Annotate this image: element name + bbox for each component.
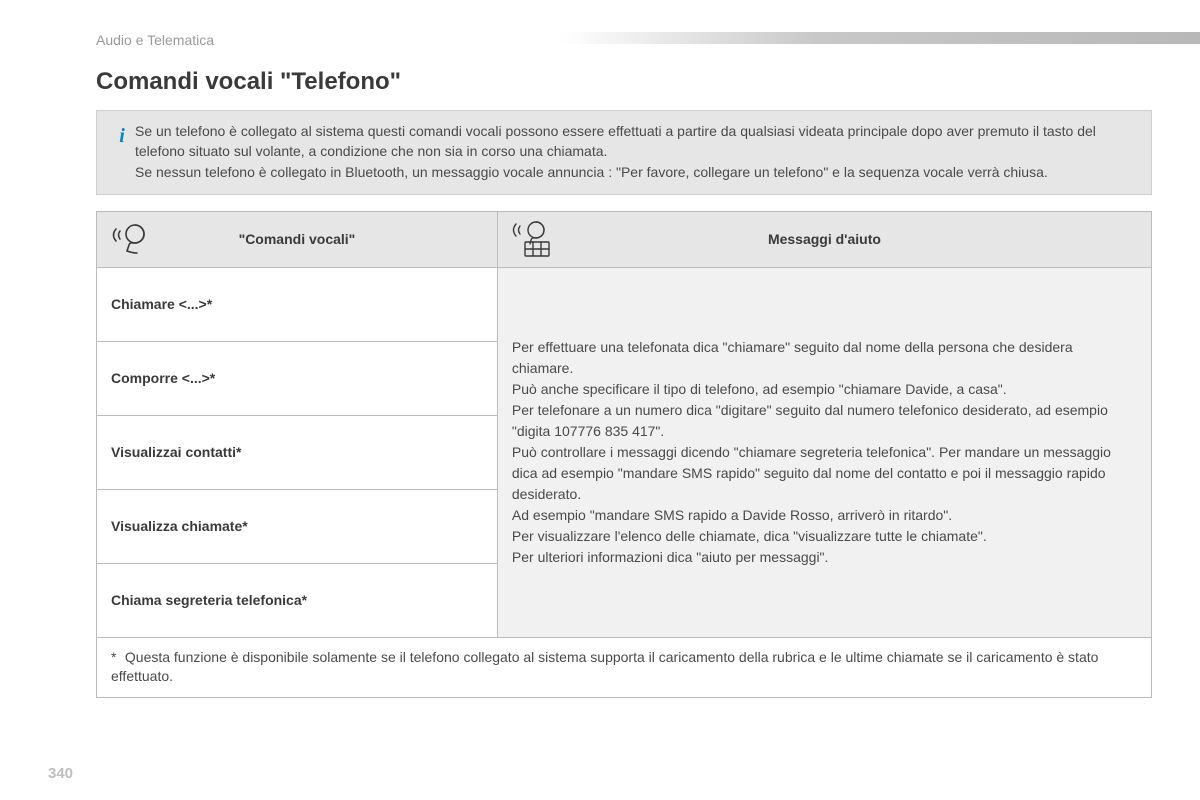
info-paragraph-1: Se un telefono è collegato al sistema qu… [135, 121, 1135, 162]
header-gradient-bar [560, 32, 1200, 44]
table-row: Chiamare <...>* Per effettuare una telef… [97, 267, 1152, 341]
help-line: Ad esempio "mandare SMS rapido a Davide … [512, 505, 1137, 526]
footnote-text: Questa funzione è disponibile solamente … [111, 649, 1098, 685]
help-line: Per visualizzare l'elenco delle chiamate… [512, 526, 1137, 547]
command-cell: Visualizzai contatti* [97, 415, 498, 489]
info-paragraph-2: Se nessun telefono è collegato in Blueto… [135, 162, 1135, 182]
voice-commands-table: "Comandi vocali" [96, 211, 1152, 638]
table-header-help: Messaggi d'aiuto [497, 211, 1151, 267]
voice-keypad-icon [508, 220, 556, 258]
command-cell: Visualizza chiamate* [97, 489, 498, 563]
help-cell: Per effettuare una telefonata dica "chia… [497, 267, 1151, 637]
command-cell: Chiama segreteria telefonica* [97, 563, 498, 637]
page-number: 340 [48, 765, 73, 782]
page-title: Comandi vocali "Telefono" [96, 68, 1152, 96]
info-icon: i [109, 121, 135, 151]
footnote-box: * Questa funzione è disponibile solament… [96, 638, 1152, 698]
help-line: Per telefonare a un numero dica "digitar… [512, 400, 1137, 442]
voice-head-icon [107, 221, 155, 257]
command-cell: Comporre <...>* [97, 341, 498, 415]
table-header-help-label: Messaggi d'aiuto [556, 231, 1141, 247]
info-text: Se un telefono è collegato al sistema qu… [135, 121, 1135, 182]
table-header-commands-label: "Comandi vocali" [155, 231, 487, 247]
footnote-asterisk: * [111, 648, 121, 668]
help-line: Può anche specificare il tipo di telefon… [512, 379, 1137, 400]
help-line: Per ulteriori informazioni dica "aiuto p… [512, 547, 1137, 568]
command-cell: Chiamare <...>* [97, 267, 498, 341]
help-line: Per effettuare una telefonata dica "chia… [512, 337, 1137, 379]
table-header-commands: "Comandi vocali" [97, 211, 498, 267]
help-line: Può controllare i messaggi dicendo "chia… [512, 442, 1137, 505]
info-box: i Se un telefono è collegato al sistema … [96, 110, 1152, 195]
